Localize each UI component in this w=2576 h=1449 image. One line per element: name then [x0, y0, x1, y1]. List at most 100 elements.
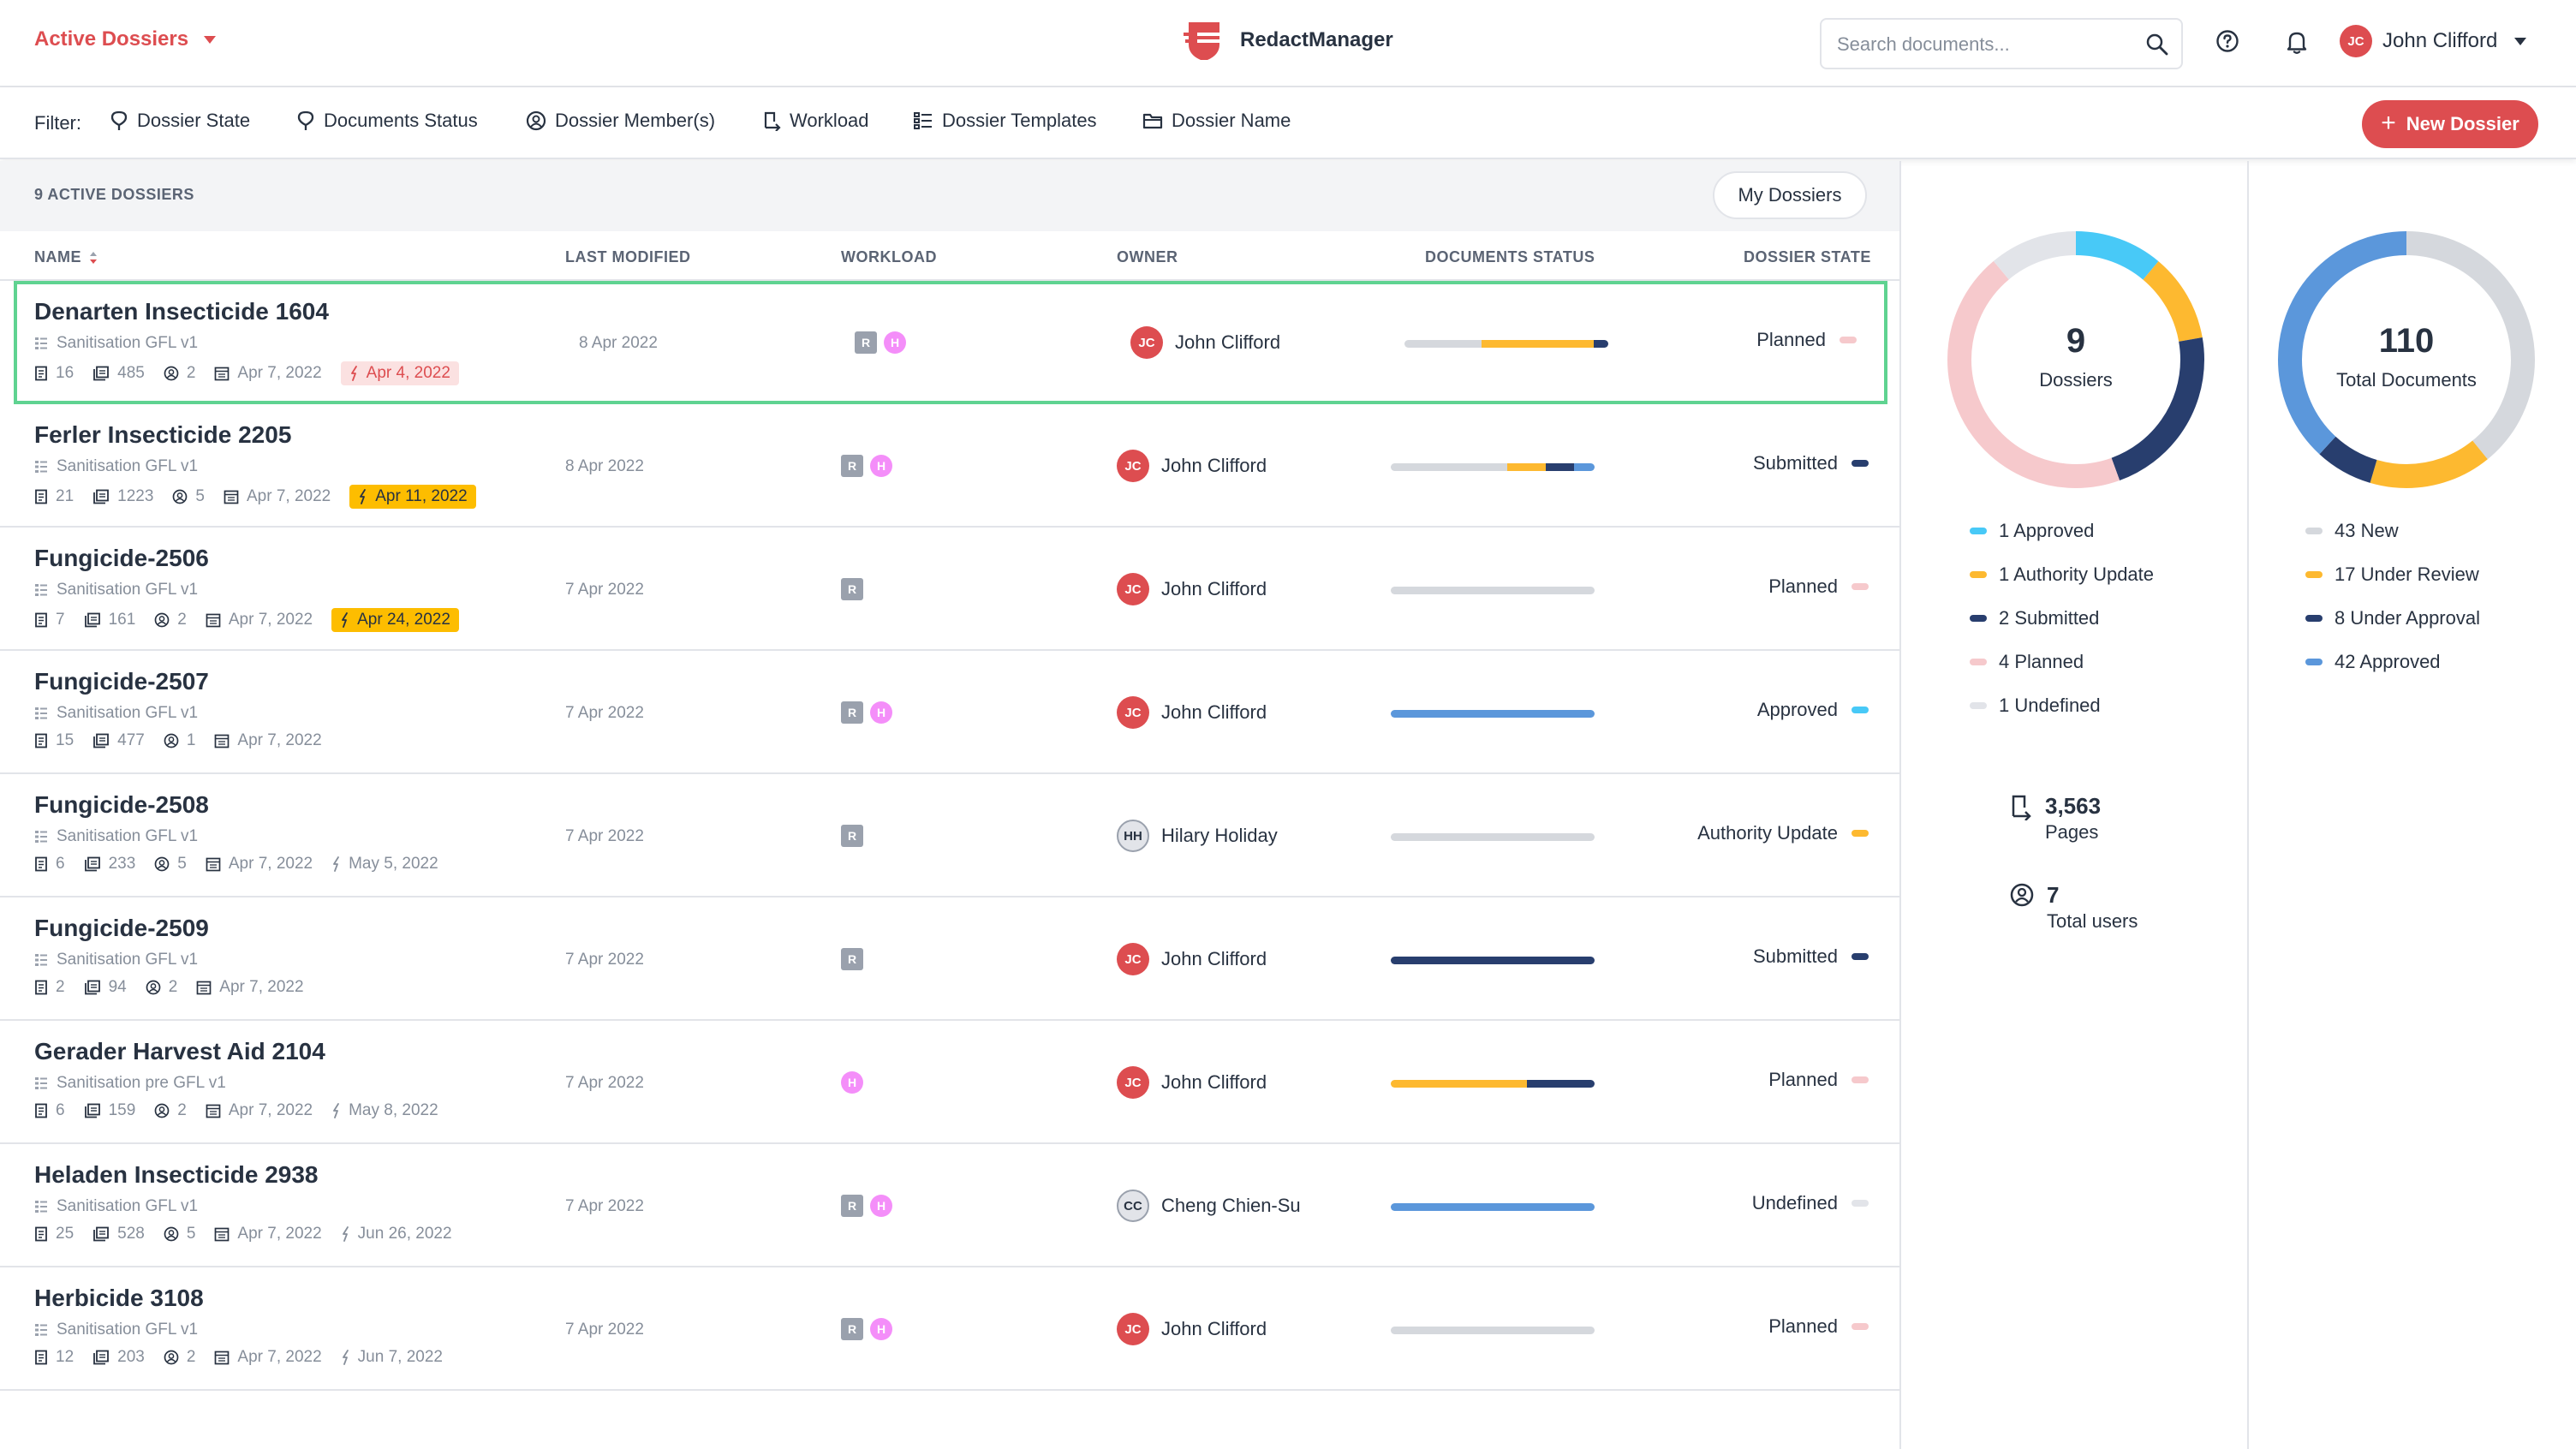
legend-item[interactable]: 43 New: [2305, 509, 2480, 552]
dossier-stats: 16 485 2 Apr 7, 2022 Apr 4, 2022: [34, 361, 459, 385]
filter-dossier-name[interactable]: Dossier Name: [1142, 110, 1291, 132]
template-name: Sanitisation GFL v1: [57, 1321, 199, 1339]
table-row[interactable]: Fungicide-2506 Sanitisation GFL v1 7 161 2 Ap…: [0, 528, 1899, 651]
legend-item[interactable]: 8 Under Approval: [2305, 596, 2480, 640]
template-icon: [34, 337, 48, 350]
table-row[interactable]: Denarten Insecticide 1604 Sanitisation GF…: [14, 281, 1887, 404]
created-date-value: Apr 7, 2022: [228, 1101, 313, 1119]
pages-value: 3,563: [2045, 793, 2102, 819]
help-icon[interactable]: [2215, 29, 2239, 53]
column-header-owner[interactable]: OWNER: [1117, 248, 1178, 265]
workspace-switcher[interactable]: Active Dossiers: [34, 27, 217, 51]
dossier-name[interactable]: Gerader Harvest Aid 2104: [34, 1038, 325, 1064]
documents-status-bar: [1404, 340, 1608, 348]
donut-segment: [1947, 231, 2204, 488]
sort-icon[interactable]: [88, 248, 98, 267]
legend-label: 8 Under Approval: [2334, 606, 2480, 629]
filter-dossier-templates[interactable]: Dossier Templates: [913, 110, 1097, 132]
due-date-value: Apr 11, 2022: [375, 487, 468, 505]
user-icon: [154, 856, 170, 872]
user-menu[interactable]: JC John Clifford: [2340, 25, 2527, 57]
legend-item[interactable]: 1 Undefined: [1970, 683, 2154, 727]
dossier-state: Undefined: [1752, 1192, 1869, 1214]
donut-segment: [1947, 231, 2204, 488]
new-dossier-button[interactable]: + New Dossier: [2362, 100, 2538, 148]
owner-name: John Clifford: [1161, 701, 1267, 723]
lightning-icon: [331, 1103, 342, 1118]
top-bar: Active Dossiers RedactManager JC John Cl…: [0, 0, 2576, 87]
dossier-name[interactable]: Fungicide-2507: [34, 668, 209, 695]
dossier-name[interactable]: Fungicide-2506: [34, 545, 209, 571]
search-input[interactable]: [1837, 32, 2128, 57]
document-icon: [34, 980, 48, 995]
documents-status-bar: [1391, 587, 1595, 594]
table-row[interactable]: Fungicide-2507 Sanitisation GFL v1 15 477 1 A…: [0, 651, 1899, 774]
column-header-workload[interactable]: WORKLOAD: [841, 248, 937, 265]
legend-item[interactable]: 2 Submitted: [1970, 596, 2154, 640]
search-icon[interactable]: [2145, 33, 2169, 57]
search-box: [1820, 18, 2183, 69]
dossier-name[interactable]: Denarten Insecticide 1604: [34, 298, 329, 325]
notifications-bell-icon[interactable]: [2285, 29, 2309, 55]
table-row[interactable]: Herbicide 3108 Sanitisation GFL v1 12 203 2 A…: [0, 1267, 1899, 1391]
dossier-name[interactable]: Fungicide-2509: [34, 915, 209, 941]
filter-label-text: Workload: [790, 110, 869, 131]
document-icon: [34, 612, 48, 628]
documents-status-bar: [1391, 833, 1595, 841]
column-header-documents-status[interactable]: DOCUMENTS STATUS: [1425, 248, 1595, 265]
legend-swatch: [1970, 614, 1987, 622]
dossier-state-label: Planned: [1756, 329, 1826, 350]
table-row[interactable]: Fungicide-2508 Sanitisation GFL v1 6 233 5 Ap…: [0, 774, 1899, 897]
dossier-name-cell: Heladen Insecticide 2938 Sanitisation GFL…: [34, 1161, 452, 1243]
dossier-name[interactable]: Ferler Insecticide 2205: [34, 421, 292, 448]
filter-label-text: Dossier Name: [1172, 110, 1291, 131]
table-row[interactable]: Ferler Insecticide 2205 Sanitisation GFL …: [0, 404, 1899, 528]
filter-documents-status[interactable]: Documents Status: [296, 110, 478, 132]
my-dossiers-button[interactable]: My Dossiers: [1713, 171, 1867, 219]
status-bar-segment: [1391, 957, 1595, 964]
dossier-name[interactable]: Herbicide 3108: [34, 1285, 204, 1311]
brand: RedactManager: [1182, 19, 1393, 62]
members-count-value: 5: [195, 487, 205, 505]
document-icon: [34, 856, 48, 872]
dossier-stats: 6 159 2 Apr 7, 2022 May 8, 2022: [34, 1101, 438, 1120]
members-count: 2: [164, 364, 195, 383]
filter-label-text: Dossier Templates: [942, 110, 1097, 131]
documents-status-bar: [1391, 1080, 1595, 1088]
document-icon: [34, 366, 48, 381]
pages-icon: [92, 1226, 110, 1242]
hint-badge: H: [870, 1318, 892, 1340]
legend-item[interactable]: 1 Approved: [1970, 509, 2154, 552]
legend-label: 42 Approved: [2334, 650, 2441, 672]
pages-count: 159: [84, 1101, 135, 1120]
dossier-name[interactable]: Fungicide-2508: [34, 791, 209, 818]
column-header-last-modified[interactable]: LAST MODIFIED: [565, 248, 691, 265]
legend-label: 4 Planned: [1999, 650, 2084, 672]
dossier-state: Planned: [1756, 329, 1857, 351]
filter-dossier-members[interactable]: Dossier Member(s): [526, 110, 715, 132]
owner: JC John Clifford: [1117, 573, 1267, 605]
status-bar-segment: [1391, 833, 1595, 841]
table-row[interactable]: Heladen Insecticide 2938 Sanitisation GFL…: [0, 1144, 1899, 1267]
template-icon: [34, 583, 48, 597]
documents-status-bar: [1391, 957, 1595, 964]
column-header-dossier-state[interactable]: DOSSIER STATE: [1744, 248, 1871, 265]
calendar-icon: [214, 1350, 230, 1365]
legend-item[interactable]: 1 Authority Update: [1970, 552, 2154, 596]
avatar: JC: [1117, 573, 1149, 605]
status-bar-segment: [1506, 463, 1546, 471]
dossier-name-cell: Fungicide-2506 Sanitisation GFL v1 7 161 2 Ap…: [34, 545, 459, 632]
table-row[interactable]: Gerader Harvest Aid 2104 Sanitisation pre…: [0, 1021, 1899, 1144]
legend-item[interactable]: 4 Planned: [1970, 640, 2154, 683]
workload-badges: R: [841, 825, 863, 847]
chevron-down-icon: [204, 35, 217, 44]
dossier-state: Planned: [1768, 1315, 1869, 1338]
legend-swatch: [2305, 658, 2323, 665]
filter-workload[interactable]: Workload: [762, 110, 869, 132]
filter-dossier-state[interactable]: Dossier State: [110, 110, 250, 132]
legend-item[interactable]: 17 Under Review: [2305, 552, 2480, 596]
dossier-name[interactable]: Heladen Insecticide 2938: [34, 1161, 319, 1188]
column-header-name[interactable]: NAME: [34, 248, 98, 267]
table-row[interactable]: Fungicide-2509 Sanitisation GFL v1 2 94 2 Apr…: [0, 897, 1899, 1021]
legend-item[interactable]: 42 Approved: [2305, 640, 2480, 683]
